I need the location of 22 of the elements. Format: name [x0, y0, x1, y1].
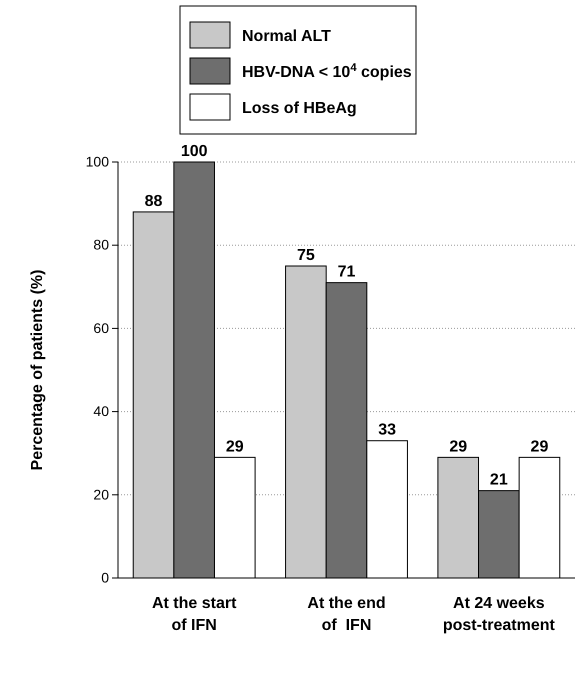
data-label: 33	[378, 422, 396, 439]
y-tick-label: 60	[93, 320, 110, 336]
data-label: 21	[490, 472, 508, 489]
x-tick-label: At 24 weeks post-treatment	[442, 595, 556, 634]
data-label: 75	[296, 247, 315, 264]
data-label: 100	[180, 143, 208, 160]
y-axis-title: Percentage of patients (%)	[29, 270, 46, 470]
data-label: 71	[338, 264, 356, 281]
y-tick-label: 100	[86, 153, 110, 170]
y-tick-label: 80	[93, 236, 110, 253]
data-label: 29	[449, 438, 468, 456]
legend-label: Loss of HBeAg	[242, 100, 357, 117]
legend-label: HBV-DNA < 10$^{4}$ copies	[242, 62, 412, 81]
legend-label: Normal ALT	[242, 28, 332, 45]
x-tick-label: At the start of IFN	[152, 595, 238, 634]
y-tick-label: 20	[93, 486, 110, 502]
y-tick-label: 40	[93, 403, 110, 420]
data-label: 88	[144, 192, 163, 210]
y-tick-label: 0	[101, 569, 110, 586]
data-label: 29	[530, 438, 548, 456]
x-tick-label: At the end of IFN	[307, 595, 386, 634]
data-label: 29	[226, 438, 244, 456]
